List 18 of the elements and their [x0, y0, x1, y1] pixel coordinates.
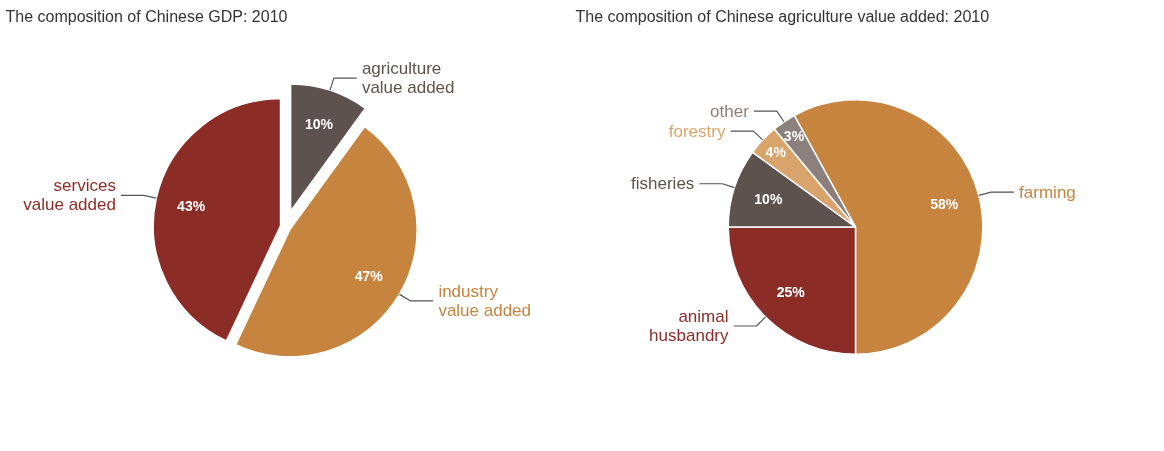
slice-label: fisheries — [631, 174, 695, 194]
chart-title: The composition of Chinese GDP: 2010 — [5, 7, 288, 25]
slice-label: industry value added — [438, 281, 532, 320]
slice-label: animal husbandry — [649, 306, 730, 345]
slice-label: agriculture value added — [361, 59, 455, 98]
chart-title: The composition of Chinese agriculture value added: 2010 — [575, 7, 990, 25]
data-label: 10% — [304, 116, 334, 133]
data-label: 4% — [765, 144, 787, 161]
slice-label: other — [710, 101, 750, 121]
slice-label: services value added — [23, 176, 116, 215]
data-label: 10% — [754, 190, 783, 207]
data-label: 3% — [783, 128, 805, 145]
data-label: 25% — [776, 283, 806, 300]
data-label: 58% — [930, 196, 959, 213]
slice-label: forestry — [668, 121, 726, 141]
data-label: 47% — [354, 268, 384, 285]
data-label: 43% — [177, 197, 206, 214]
slice-label: farming — [1019, 182, 1076, 202]
